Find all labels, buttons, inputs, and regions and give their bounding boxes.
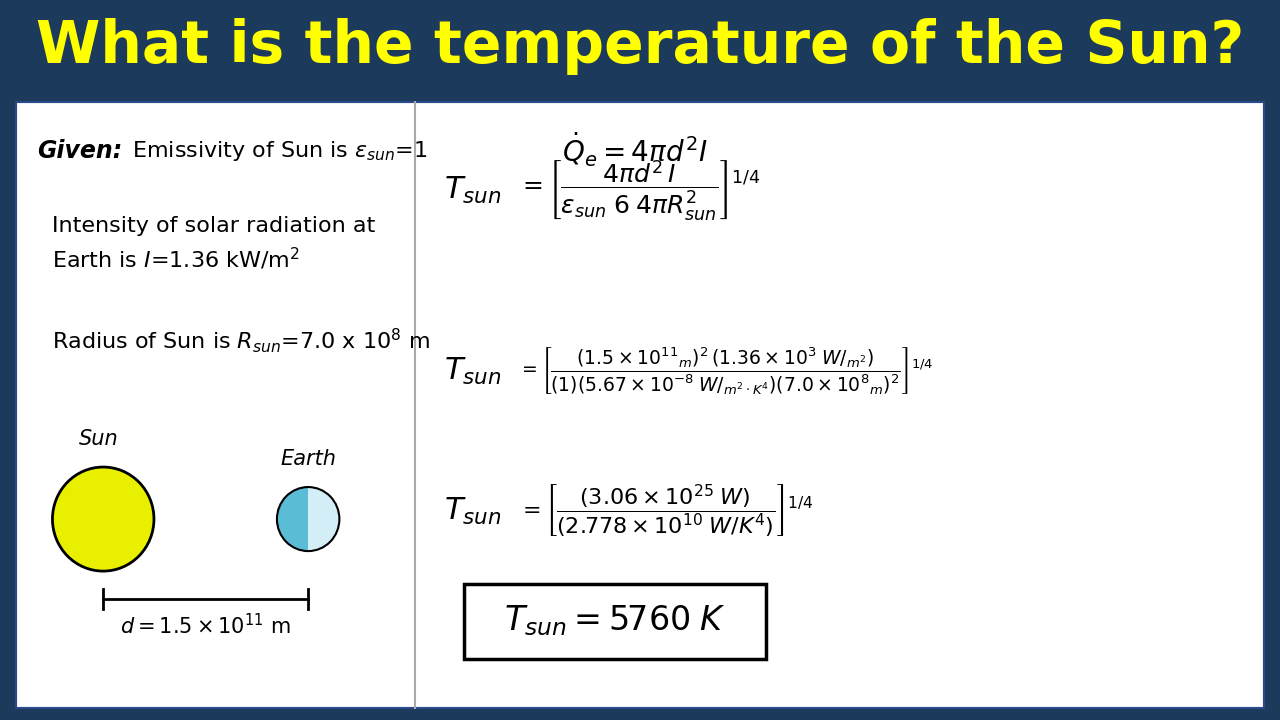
Text: Radius of Sun is $R_{sun}$=7.0 x 10$^8$ m: Radius of Sun is $R_{sun}$=7.0 x 10$^8$ … xyxy=(52,326,430,355)
Text: $d = 1.5 \times 10^{11}$ m: $d = 1.5 \times 10^{11}$ m xyxy=(120,613,291,639)
Text: $T_{sun}$: $T_{sun}$ xyxy=(444,175,502,207)
Text: What is the temperature of the Sun?: What is the temperature of the Sun? xyxy=(36,18,1244,76)
Text: Emissivity of Sun is $\varepsilon_{sun}$=1: Emissivity of Sun is $\varepsilon_{sun}$… xyxy=(118,139,428,163)
Text: $\dot{Q}_e = 4\pi d^2 I$: $\dot{Q}_e = 4\pi d^2 I$ xyxy=(562,131,707,169)
Wedge shape xyxy=(276,487,308,551)
Text: Sun: Sun xyxy=(79,429,119,449)
Text: $= \left[\dfrac{4\pi d^2\, I}{\varepsilon_{sun}\;6\;4\pi R_{sun}^2}\right]^{1/4}: $= \left[\dfrac{4\pi d^2\, I}{\varepsilo… xyxy=(517,159,760,223)
Circle shape xyxy=(52,467,154,571)
Text: $T_{sun}$: $T_{sun}$ xyxy=(444,495,502,526)
Text: Earth: Earth xyxy=(280,449,337,469)
FancyBboxPatch shape xyxy=(463,584,767,659)
Wedge shape xyxy=(308,487,339,551)
FancyBboxPatch shape xyxy=(15,101,1265,709)
Text: Earth is $I$=1.36 kW/m$^2$: Earth is $I$=1.36 kW/m$^2$ xyxy=(52,246,301,272)
Text: $= \left[\dfrac{(3.06\times10^{25}\;W)}{(2.778\times10^{10}\;W/K^4)}\right]^{1/4: $= \left[\dfrac{(3.06\times10^{25}\;W)}{… xyxy=(517,482,813,540)
Text: Intensity of solar radiation at: Intensity of solar radiation at xyxy=(52,216,376,236)
Text: $= \left[\dfrac{(1.5\times10^{11}{}_{m})^2\,(1.36\times10^3\;W/_{m^2})}{(1)(5.67: $= \left[\dfrac{(1.5\times10^{11}{}_{m})… xyxy=(517,346,933,397)
Text: $T_{sun}$: $T_{sun}$ xyxy=(444,356,502,387)
Text: $T_{sun} = 5760\;K$: $T_{sun} = 5760\;K$ xyxy=(504,604,726,639)
Text: Given:: Given: xyxy=(37,139,122,163)
